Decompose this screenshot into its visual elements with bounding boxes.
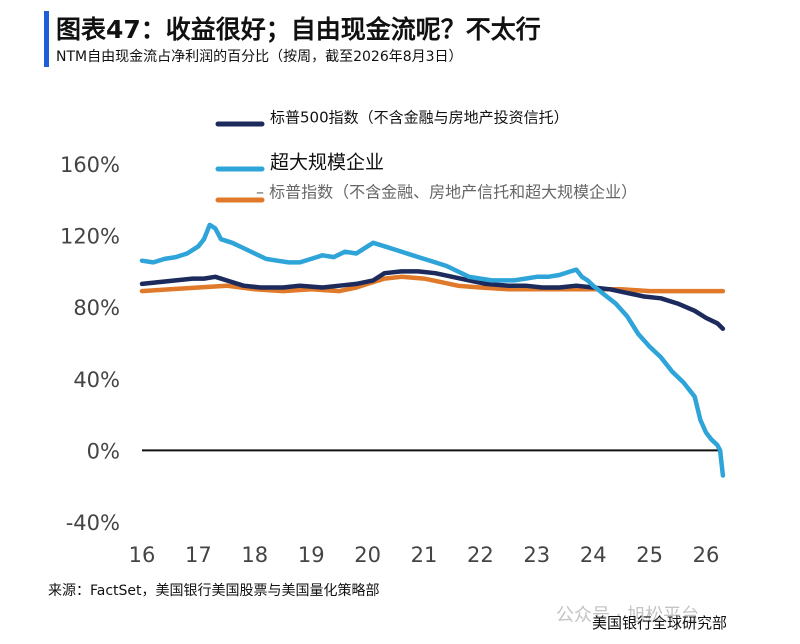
watermark: 公众号 · 旭松平台 <box>556 605 700 626</box>
chart-subtitle: NTM自由现金流占净利润的百分比（按周，截至2026年8月3日） <box>56 49 463 65</box>
legend-label-1: 标普500指数（不含金融与房地产投资信托） <box>270 109 569 127</box>
y-tick-label: 160% <box>60 153 120 177</box>
series-line-1 <box>139 269 726 331</box>
legend-label-3: – 标普指数（不含金融、房地产信托和超大规模企业） <box>256 183 637 202</box>
x-tick-label: 17 <box>185 543 212 567</box>
y-tick-label: 40% <box>73 368 120 392</box>
title-accent-bar <box>44 11 49 67</box>
x-tick-label: 18 <box>241 543 268 567</box>
x-tick-label: 19 <box>298 543 325 567</box>
x-tick-label: 20 <box>354 543 381 567</box>
y-tick-label: 0% <box>87 439 120 463</box>
credit-note: 美国银行全球研究部 <box>592 614 728 632</box>
x-tick-label: 26 <box>693 543 720 567</box>
y-tick-label: 80% <box>73 296 120 320</box>
legend-label-2: 超大规模企业 <box>270 152 384 174</box>
source-note: 来源：FactSet，美国银行美国股票与美国量化策略部 <box>48 583 380 599</box>
y-tick-label: -40% <box>66 511 120 535</box>
chart-title: 图表47：收益很好；自由现金流呢？不太行 <box>56 15 541 44</box>
x-tick-label: 24 <box>580 543 607 567</box>
x-tick-label: 23 <box>523 543 550 567</box>
y-tick-label: 120% <box>60 225 120 249</box>
x-tick-label: 22 <box>467 543 494 567</box>
series-line-3 <box>139 274 726 294</box>
x-tick-label: 25 <box>636 543 663 567</box>
x-tick-label: 21 <box>411 543 438 567</box>
x-tick-label: 16 <box>129 543 156 567</box>
series-line-2 <box>139 222 726 478</box>
